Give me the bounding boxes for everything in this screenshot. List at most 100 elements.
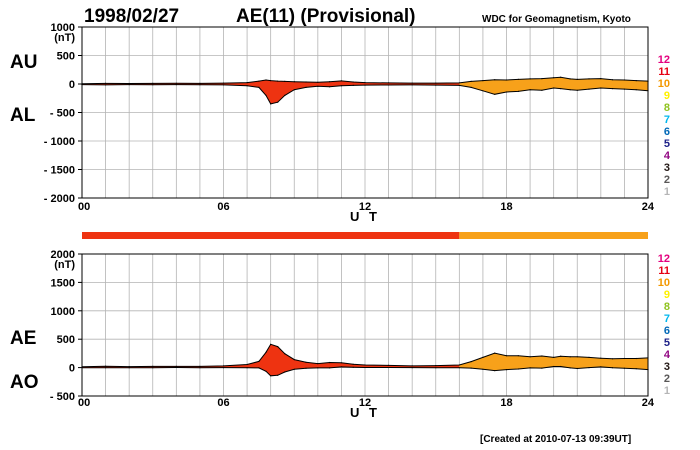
data-point-al [541,89,543,91]
data-point-al [612,88,614,90]
data-point-al [364,84,366,86]
data-point-au [258,80,260,82]
station-count-legend-item: 4 [664,349,671,361]
data-point-al [277,101,279,103]
data-point-ao [222,367,225,369]
data-point-ao [529,367,531,369]
data-point-ao [576,367,578,370]
station-count-legend-item: 3 [664,361,670,373]
data-point-ao [270,375,272,377]
index-title: AE(11) (Provisional) [236,6,416,27]
y-tick-label: - 1500 [44,165,75,177]
data-point-al [258,86,260,88]
station-count-legend-item: 8 [664,102,670,114]
data-point-al [329,86,331,88]
x-tick-label: 24 [642,397,655,409]
data-point-ao [517,368,519,370]
data-point-ae [576,356,578,358]
data-point-ao [588,367,590,369]
plot-frame [81,253,649,397]
data-point-au [277,80,279,82]
data-point-ae [435,365,437,367]
data-point-ao [623,367,626,369]
station-count-legend-item: 1 [664,186,670,198]
data-point-ao [569,367,571,369]
data-point-ao [612,367,614,369]
data-point-au [588,78,590,80]
data-point-al [494,93,496,95]
data-point-ae [199,365,201,367]
data-point-al [352,84,354,86]
station-count-bar-segment-10 [459,232,648,239]
data-point-au [175,82,177,84]
data-point-au [505,79,508,81]
data-point-au [482,80,484,82]
data-point-ao [175,366,177,369]
data-point-ao [317,367,319,369]
data-point-al [152,84,154,86]
data-point-al [529,89,531,91]
data-point-al [128,84,130,86]
data-point-ae [284,353,286,355]
data-point-al [569,89,571,91]
station-count-legend-item: 3 [664,162,670,174]
data-point-ae [517,355,519,357]
area-fill-count-11 [82,80,460,104]
data-point-ae [458,364,460,366]
station-count-legend-item: 12 [658,54,670,66]
data-point-al [517,90,519,92]
data-point-al [411,84,413,86]
y-tick-label: 500 [57,51,75,63]
y-tick-label: - 1000 [44,136,75,148]
data-point-al [284,94,286,96]
data-point-ae [152,365,154,367]
data-point-au [517,78,519,80]
area-fill-count-11 [82,344,460,376]
data-point-au [222,82,225,84]
data-point-ae [128,366,130,368]
x-tick-label: 00 [78,201,90,213]
data-point-ae [541,355,543,357]
data-point-au [246,82,248,84]
x-tick-label: 18 [500,201,512,213]
y-tick-label: 500 [57,334,75,346]
data-point-ae [222,365,225,367]
data-point-au [128,82,130,85]
data-point-ao [494,370,496,372]
data-point-au [364,82,366,84]
data-point-au [317,81,319,83]
data-point-ao [128,367,130,369]
area-fill-count-10 [459,353,648,371]
y-tick-label: - 2000 [44,193,75,205]
data-point-ao [458,367,460,369]
data-point-al [623,88,626,90]
station-count-legend-item: 6 [664,325,670,337]
data-point-ae [175,365,177,367]
data-point-au [553,77,555,79]
data-point-al [470,86,472,88]
data-point-ao [277,374,279,376]
data-point-al [482,90,484,92]
data-point-al [635,89,637,91]
data-point-au [293,81,295,83]
x-tick-label: 06 [217,201,229,213]
side-label-al: AL [10,105,36,126]
data-point-al [199,84,201,86]
y-tick-label: 0 [69,79,75,91]
data-point-al [576,89,578,91]
data-point-au [411,82,413,84]
data-point-ao [600,366,602,368]
data-point-ao [635,368,637,370]
data-point-ao [246,367,248,369]
data-point-au [569,78,571,80]
x-tick-label: 12 [359,397,371,409]
data-point-au [388,82,390,84]
x-axis-label: U T [350,405,380,420]
data-point-au [352,81,354,83]
data-point-ae [388,364,390,366]
y-tick-label: 0 [69,363,75,375]
station-count-legend-item: 10 [658,78,670,90]
data-point-ae [317,363,319,365]
data-point-au [435,82,437,84]
